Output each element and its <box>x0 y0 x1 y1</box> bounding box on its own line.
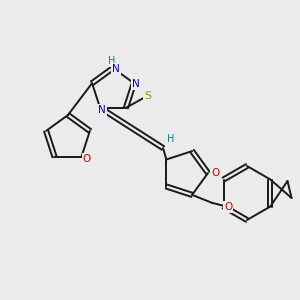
Text: N: N <box>112 64 120 74</box>
Text: O: O <box>211 168 219 178</box>
Text: O: O <box>82 154 91 164</box>
Text: S: S <box>144 91 152 101</box>
Text: H: H <box>167 134 175 144</box>
Text: N: N <box>132 79 140 89</box>
Text: H: H <box>108 56 116 66</box>
Text: O: O <box>224 202 232 212</box>
Text: N: N <box>98 105 106 115</box>
